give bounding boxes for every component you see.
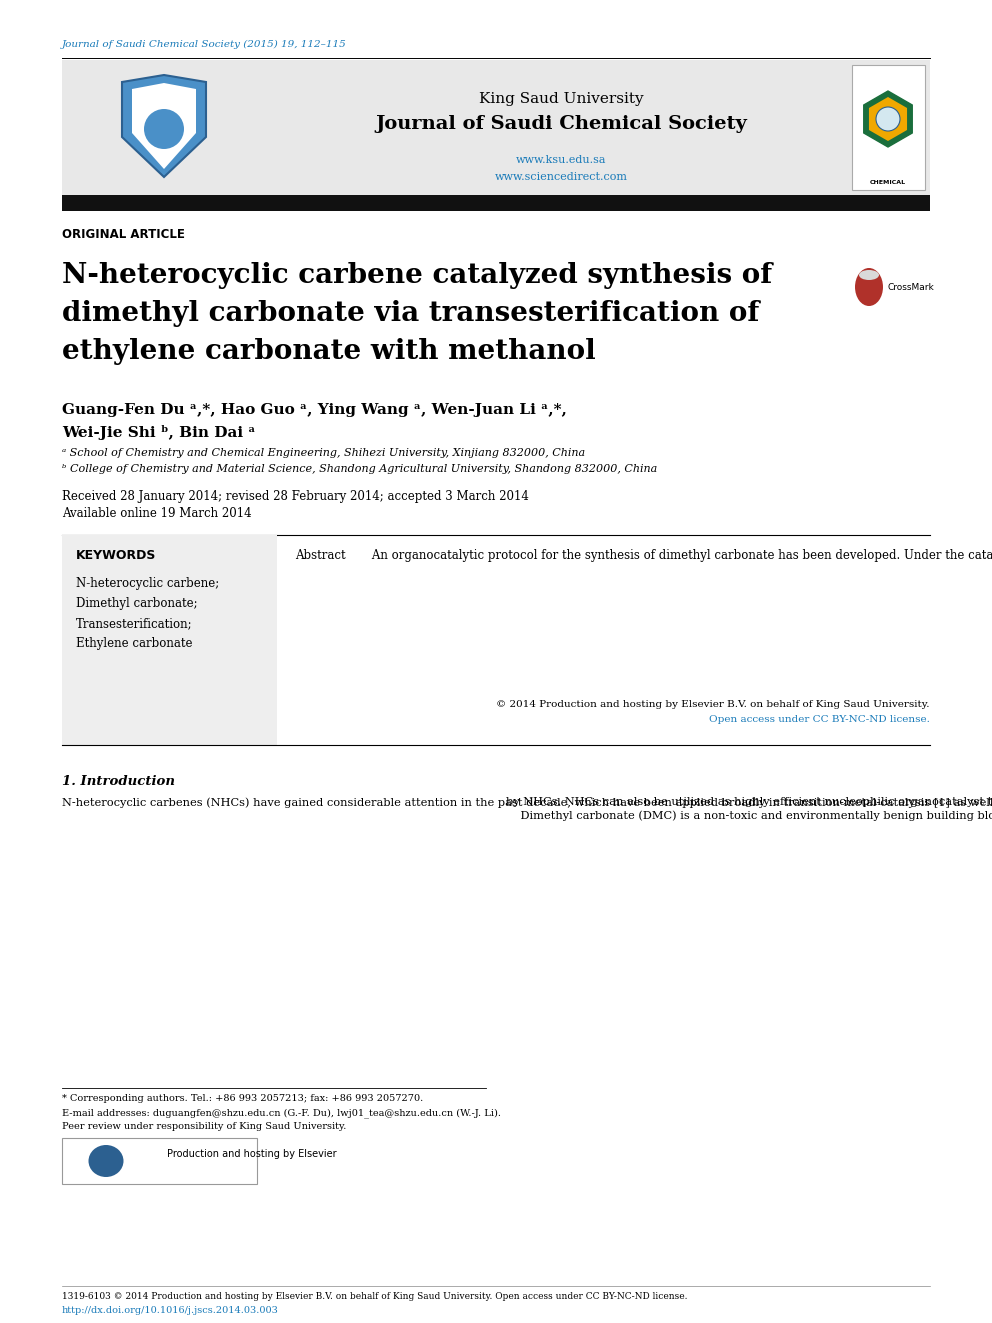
Text: by NHCs. NHCs can also be utilized as highly efficient nucleophilic organocataly: by NHCs. NHCs can also be utilized as hi… <box>506 796 992 822</box>
Text: N-heterocyclic carbene catalyzed synthesis of: N-heterocyclic carbene catalyzed synthes… <box>62 262 772 288</box>
Text: E-mail addresses: duguangfen@shzu.edu.cn (G.-F. Du), lwj01_tea@shzu.edu.cn (W.-J: E-mail addresses: duguangfen@shzu.edu.cn… <box>62 1107 501 1118</box>
Bar <box>62 60 267 194</box>
Text: 1. Introduction: 1. Introduction <box>62 775 175 789</box>
Text: http://dx.doi.org/10.1016/j.jscs.2014.03.003: http://dx.doi.org/10.1016/j.jscs.2014.03… <box>62 1306 279 1315</box>
Ellipse shape <box>88 1144 123 1177</box>
Bar <box>62 534 277 745</box>
Polygon shape <box>132 83 196 169</box>
Text: Wei-Jie Shi ᵇ, Bin Dai ᵃ: Wei-Jie Shi ᵇ, Bin Dai ᵃ <box>62 425 256 441</box>
Text: Production and hosting by Elsevier: Production and hosting by Elsevier <box>167 1148 336 1159</box>
Text: King Saud University: King Saud University <box>479 93 644 106</box>
Bar <box>62 60 930 194</box>
Text: Peer review under responsibility of King Saud University.: Peer review under responsibility of King… <box>62 1122 346 1131</box>
Text: Open access under CC BY-NC-ND license.: Open access under CC BY-NC-ND license. <box>709 714 930 724</box>
Text: ethylene carbonate with methanol: ethylene carbonate with methanol <box>62 337 596 365</box>
Text: © 2014 Production and hosting by Elsevier B.V. on behalf of King Saud University: © 2014 Production and hosting by Elsevie… <box>497 700 930 709</box>
Bar <box>62 194 930 210</box>
Circle shape <box>144 108 184 149</box>
Text: 1319-6103 © 2014 Production and hosting by Elsevier B.V. on behalf of King Saud : 1319-6103 © 2014 Production and hosting … <box>62 1293 687 1301</box>
Text: CrossMark: CrossMark <box>887 283 933 291</box>
Text: www.sciencedirect.com: www.sciencedirect.com <box>494 172 628 183</box>
Ellipse shape <box>859 270 879 280</box>
Bar <box>62 1138 257 1184</box>
Bar <box>852 65 925 191</box>
Text: 1957: 1957 <box>155 93 174 102</box>
Text: Dimethyl carbonate;: Dimethyl carbonate; <box>76 597 197 610</box>
Text: ᵃ School of Chemistry and Chemical Engineering, Shihezi University, Xinjiang 832: ᵃ School of Chemistry and Chemical Engin… <box>62 448 585 458</box>
Polygon shape <box>869 97 907 142</box>
Circle shape <box>876 107 900 131</box>
Text: Guang-Fen Du ᵃ,*, Hao Guo ᵃ, Ying Wang ᵃ, Wen-Juan Li ᵃ,*,: Guang-Fen Du ᵃ,*, Hao Guo ᵃ, Ying Wang ᵃ… <box>62 404 566 417</box>
Text: N-heterocyclic carbene;: N-heterocyclic carbene; <box>76 577 219 590</box>
Polygon shape <box>122 75 206 177</box>
Text: www.ksu.edu.sa: www.ksu.edu.sa <box>516 155 606 165</box>
Text: Abstract       An organocatalytic protocol for the synthesis of dimethyl carbona: Abstract An organocatalytic protocol for… <box>295 549 992 562</box>
Text: * Corresponding authors. Tel.: +86 993 2057213; fax: +86 993 2057270.: * Corresponding authors. Tel.: +86 993 2… <box>62 1094 424 1103</box>
Ellipse shape <box>855 269 883 306</box>
Text: KEYWORDS: KEYWORDS <box>76 549 157 562</box>
Polygon shape <box>864 91 913 147</box>
Text: Received 28 January 2014; revised 28 February 2014; accepted 3 March 2014: Received 28 January 2014; revised 28 Feb… <box>62 490 529 503</box>
Text: CHEMICAL: CHEMICAL <box>870 180 906 185</box>
Text: Journal of Saudi Chemical Society (2015) 19, 112–115: Journal of Saudi Chemical Society (2015)… <box>62 40 347 49</box>
Text: Available online 19 March 2014: Available online 19 March 2014 <box>62 507 252 520</box>
Text: ᵇ College of Chemistry and Material Science, Shandong Agricultural University, S: ᵇ College of Chemistry and Material Scie… <box>62 464 658 474</box>
Text: ORIGINAL ARTICLE: ORIGINAL ARTICLE <box>62 228 185 241</box>
Text: Journal of Saudi Chemical Society: Journal of Saudi Chemical Society <box>375 115 747 134</box>
Text: Transesterification;: Transesterification; <box>76 617 192 630</box>
Text: N-heterocyclic carbenes (NHCs) have gained considerable attention in the past de: N-heterocyclic carbenes (NHCs) have gain… <box>62 796 992 807</box>
Text: dimethyl carbonate via transesterification of: dimethyl carbonate via transesterificati… <box>62 300 759 327</box>
Text: Ethylene carbonate: Ethylene carbonate <box>76 636 192 650</box>
